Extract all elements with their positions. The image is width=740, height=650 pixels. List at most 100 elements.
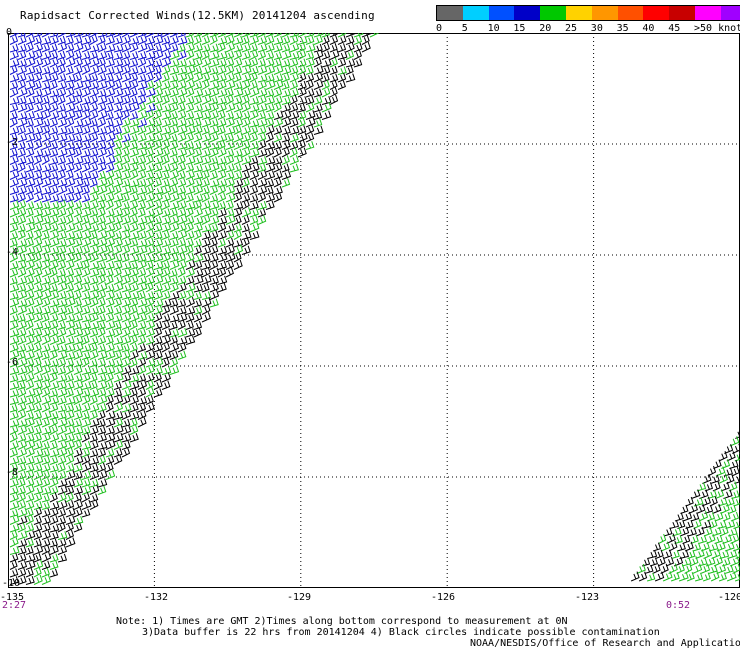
wind-barb [17,538,28,548]
wind-barb [249,65,259,75]
wind-barb [9,365,20,375]
wind-barb [25,477,35,488]
wind-barb [241,199,250,210]
wind-barb [649,557,659,567]
wind-barb [17,95,27,105]
wind-barb [81,461,92,473]
wind-barb [265,117,275,128]
wind-barb [297,117,306,128]
wind-barb [265,162,276,173]
wind-barb [65,274,75,285]
wind-barb [41,463,51,473]
wind-barb [660,563,669,574]
wind-barb [145,291,155,300]
wind-barb [153,170,163,180]
wind-barb [97,177,108,188]
wind-barb [65,515,76,525]
wind-barb [129,72,139,83]
wind-barb [723,467,734,477]
wind-barb [49,222,59,233]
wind-barb [129,311,140,323]
wind-barb [209,43,219,53]
wind-barb [209,96,219,105]
wind-barb [329,49,340,60]
wind-barb [281,155,290,165]
map-title: Rapidsact Corrected Winds(12.5KM) 201412… [20,9,375,22]
wind-barb [257,148,268,158]
wind-barb [329,94,339,105]
wind-barb [33,463,43,473]
wind-barb [712,503,722,514]
wind-barb [17,507,28,518]
wind-barb [153,216,163,225]
wind-barb [257,132,267,143]
wind-barb [105,222,116,233]
wind-barb [9,492,19,503]
wind-barb [715,466,726,477]
wind-barb [241,140,251,150]
wind-barb [89,342,98,353]
wind-barb [225,184,236,195]
lon-label-minus132: -132 [143,592,169,603]
wind-barb [25,334,35,345]
wind-barb [193,35,202,45]
wind-barb [249,96,259,105]
wind-barb [201,35,210,45]
wind-barb [273,33,282,38]
wind-barb [361,34,370,45]
wind-barb [177,79,187,90]
wind-barb [305,102,315,113]
wind-barb [17,289,28,300]
wind-barb [81,207,92,218]
wind-barb [666,533,676,544]
wind-barb [57,410,67,420]
wind-barb [169,253,179,263]
wind-barb [73,522,83,533]
wind-barb [209,184,218,195]
wind-barb [105,394,114,405]
wind-barb [105,199,114,210]
wind-barb [305,132,315,143]
wind-barb [81,417,92,428]
wind-barb [734,475,740,484]
wind-barb [345,35,355,45]
wind-barb [177,266,186,278]
wind-barb [33,506,43,518]
wind-barb [177,72,188,83]
wind-barb [145,275,155,285]
wind-barb [217,201,227,210]
wind-barb [33,192,44,203]
wind-barb [321,102,332,113]
wind-barb [89,328,99,338]
wind-barb [105,177,114,188]
wind-barb [677,520,686,529]
wind-barb [17,43,27,53]
wind-barb [129,402,139,413]
wind-barb [81,366,92,375]
wind-barb [97,478,108,488]
wind-barb [17,223,26,233]
wind-barb [25,147,35,158]
wind-barb [81,291,91,300]
wind-barb [121,274,131,285]
wind-barb [57,147,68,158]
legend-swatch-3 [514,6,541,20]
wind-barb [707,465,717,477]
wind-barb [225,223,235,233]
wind-barb [25,208,34,218]
wind-barb [233,110,243,120]
wind-barb [17,132,28,143]
wind-barb [257,79,267,90]
wind-barb [257,177,268,188]
wind-barb [113,365,124,375]
wind-barb [305,43,316,53]
wind-barb [97,350,108,360]
wind-barb [129,253,140,263]
wind-barb [33,154,42,165]
wind-barb [65,155,75,165]
wind-barb [169,298,179,308]
wind-barb [9,222,19,233]
wind-barb [193,253,204,263]
wind-barb [25,289,35,300]
wind-barb [129,366,140,375]
